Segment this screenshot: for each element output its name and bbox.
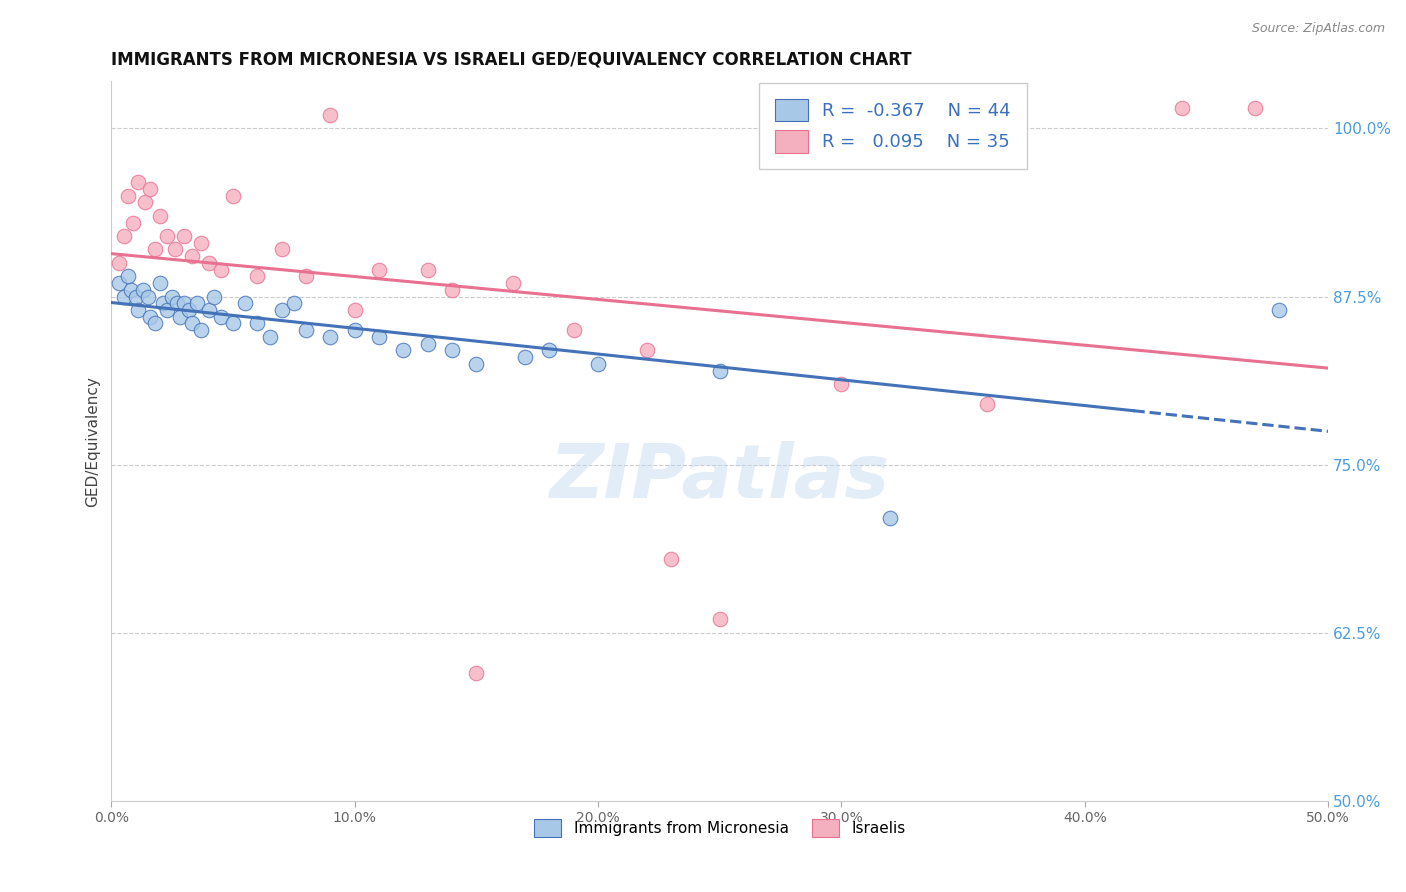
Point <box>162 289 184 303</box>
Point <box>259 330 281 344</box>
Point <box>180 249 202 263</box>
Text: Source: ZipAtlas.com: Source: ZipAtlas.com <box>1251 22 1385 36</box>
Point <box>1171 101 1194 115</box>
Point <box>283 296 305 310</box>
Point <box>416 262 439 277</box>
Point <box>222 188 245 202</box>
Point <box>222 317 245 331</box>
Point <box>134 195 156 210</box>
Point <box>465 666 488 681</box>
Point <box>202 289 225 303</box>
Point <box>143 317 166 331</box>
Point <box>107 276 129 290</box>
Point <box>416 336 439 351</box>
Point <box>163 243 186 257</box>
Point <box>190 235 212 250</box>
Point <box>976 397 998 411</box>
Point <box>149 276 172 290</box>
Point <box>319 330 342 344</box>
Point <box>156 303 179 318</box>
Point <box>186 296 208 310</box>
Point <box>117 188 139 202</box>
Point <box>209 262 232 277</box>
Point <box>127 303 149 318</box>
Point <box>502 276 524 290</box>
Point <box>149 209 172 223</box>
Point <box>127 175 149 189</box>
Point <box>465 357 488 371</box>
Point <box>513 350 536 364</box>
Point <box>173 296 195 310</box>
Point <box>879 511 901 525</box>
Point <box>136 289 159 303</box>
Point <box>112 229 135 244</box>
Point <box>122 216 145 230</box>
Point <box>112 289 135 303</box>
Point <box>270 243 292 257</box>
Point <box>295 269 318 284</box>
Point <box>636 343 658 358</box>
Point <box>441 343 464 358</box>
Point <box>659 551 682 566</box>
Point <box>538 343 561 358</box>
Point <box>139 310 162 324</box>
Text: ZIPatlas: ZIPatlas <box>550 441 890 514</box>
Point <box>166 296 188 310</box>
Point <box>125 289 148 303</box>
Y-axis label: GED/Equivalency: GED/Equivalency <box>86 376 100 507</box>
Point <box>319 108 342 122</box>
Point <box>169 310 191 324</box>
Point <box>197 256 219 270</box>
Point <box>246 269 269 284</box>
Point <box>368 262 391 277</box>
Legend: Immigrants from Micronesia, Israelis: Immigrants from Micronesia, Israelis <box>527 813 911 844</box>
Point <box>233 296 256 310</box>
Point <box>392 343 415 358</box>
Point <box>246 317 269 331</box>
Point <box>190 323 212 337</box>
Point <box>586 357 609 371</box>
Point <box>368 330 391 344</box>
Text: IMMIGRANTS FROM MICRONESIA VS ISRAELI GED/EQUIVALENCY CORRELATION CHART: IMMIGRANTS FROM MICRONESIA VS ISRAELI GE… <box>111 51 912 69</box>
Point <box>120 283 142 297</box>
Point <box>1244 101 1267 115</box>
Point <box>709 363 731 377</box>
Point <box>709 612 731 626</box>
Point <box>107 256 129 270</box>
Point <box>295 323 318 337</box>
Point <box>343 303 366 318</box>
Point <box>562 323 585 337</box>
Point <box>132 283 155 297</box>
Point <box>441 283 464 297</box>
Point <box>197 303 219 318</box>
Point <box>143 243 166 257</box>
Point <box>139 182 162 196</box>
Point <box>270 303 292 318</box>
Point <box>830 376 852 391</box>
Point <box>173 229 195 244</box>
Point <box>1268 303 1291 318</box>
Point <box>117 269 139 284</box>
Point <box>343 323 366 337</box>
Point <box>179 303 201 318</box>
Point <box>209 310 232 324</box>
Point <box>152 296 174 310</box>
Point <box>180 317 202 331</box>
Point <box>156 229 179 244</box>
